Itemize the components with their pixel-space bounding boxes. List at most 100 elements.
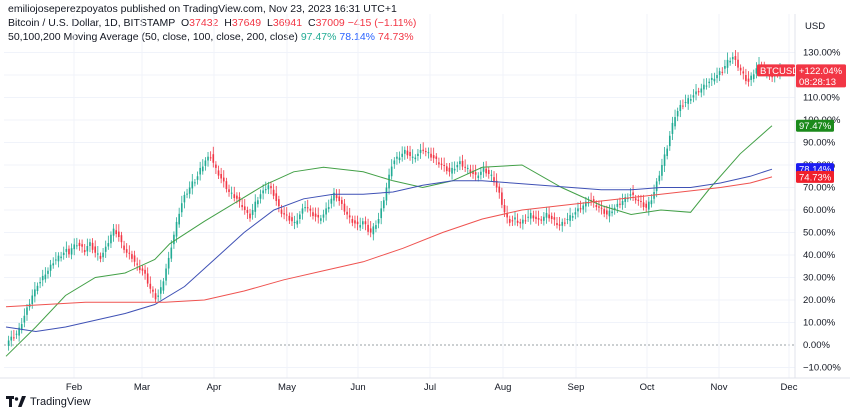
x-tick-label: Mar	[134, 382, 150, 393]
candle-body	[556, 223, 558, 226]
candle-body	[81, 244, 83, 247]
candle-body	[317, 214, 320, 218]
candle-body	[401, 153, 403, 157]
y-tick-label: 60.00%	[803, 205, 836, 216]
candle-body	[561, 221, 564, 226]
candle-body	[679, 104, 682, 111]
ma100-line	[5, 168, 773, 333]
candle-body	[380, 208, 383, 219]
candle-body	[438, 162, 440, 165]
candle-body	[278, 199, 280, 207]
ma50-value: 97.47%	[300, 31, 337, 43]
price-tags: BTCUSD +122.04%08:28:13 97.47% 78.14%74.73%	[757, 64, 846, 183]
candle-body	[750, 75, 752, 80]
x-tick-label: Jun	[350, 382, 365, 393]
candle-body	[154, 293, 157, 300]
candle-body	[254, 201, 257, 212]
candle-body	[288, 215, 291, 221]
high-label: H	[224, 17, 232, 29]
candle-body	[199, 167, 201, 175]
candle-body	[595, 205, 598, 208]
candle-body	[721, 71, 724, 73]
candle-body	[540, 219, 543, 221]
candle-body	[519, 222, 522, 224]
candle-body	[52, 263, 55, 266]
candle-body	[422, 149, 424, 151]
x-tick-label: Oct	[640, 382, 655, 393]
candle-body	[128, 252, 131, 254]
candle-body	[700, 88, 703, 93]
candle-body	[107, 243, 110, 247]
candle-body	[133, 255, 136, 262]
candle-body	[144, 269, 146, 274]
candle-body	[608, 210, 611, 217]
ma100-tag-label: 78.14%	[799, 165, 832, 176]
candle-body	[165, 268, 167, 281]
candle-body	[592, 199, 595, 202]
candle-body	[283, 213, 285, 215]
candle-body	[236, 195, 238, 199]
candle-body	[180, 203, 183, 213]
candle-body	[739, 67, 742, 71]
candle-body	[201, 166, 204, 172]
candle-body	[432, 155, 435, 159]
candle-body	[369, 228, 372, 233]
candle-body	[705, 85, 708, 87]
candle-body	[755, 68, 758, 74]
candle-body	[220, 174, 222, 179]
candle-body	[642, 202, 645, 208]
ma50-tag-label: 97.47%	[799, 121, 832, 132]
y-tick-label: 40.00%	[803, 250, 836, 261]
candle-body	[280, 209, 283, 214]
candle-body	[655, 181, 658, 192]
candle-body	[41, 275, 44, 281]
candle-body	[20, 324, 23, 331]
candle-body	[661, 165, 663, 176]
symbol-tag	[757, 64, 795, 77]
candle-body	[325, 208, 327, 215]
candle-body	[461, 160, 464, 167]
candle-body	[141, 268, 144, 271]
candle-body	[508, 219, 511, 223]
candle-body	[598, 206, 600, 208]
candle-body	[44, 274, 47, 280]
candle-body	[648, 201, 650, 210]
candle-body	[419, 149, 422, 153]
y-tick-label: 130.00%	[803, 48, 841, 59]
candle-body	[564, 222, 566, 224]
x-axis[interactable]: Feb Mar Apr May Jun Jul Aug Sep Oct Nov Dec	[0, 377, 850, 393]
candle-body	[304, 207, 306, 209]
candle-body	[338, 196, 341, 201]
candle-body	[291, 217, 293, 222]
candle-body	[414, 157, 417, 160]
candle-body	[377, 219, 380, 224]
candle-body	[527, 216, 529, 218]
candle-body	[393, 160, 396, 165]
candle-body	[427, 152, 430, 154]
close-value: 37009	[315, 17, 345, 29]
candle-body	[579, 208, 582, 210]
candle-body	[322, 214, 325, 218]
ma-title: 50,100,200 Moving Average (50, close, 10…	[8, 31, 298, 43]
candle-body	[222, 177, 225, 182]
candle-body	[73, 244, 76, 250]
ma200-tag-label: 74.73%	[799, 172, 832, 183]
candle-body	[742, 71, 745, 74]
change-value: −415 (−1.11%)	[347, 17, 417, 29]
x-tick-label: Aug	[495, 382, 512, 393]
candle-body	[102, 252, 104, 258]
candle-body	[354, 220, 356, 224]
candle-body	[676, 111, 679, 117]
candle-body	[403, 149, 406, 154]
candle-body	[495, 180, 498, 188]
candle-body	[299, 214, 301, 219]
x-tick-label: May	[278, 382, 296, 393]
candle-body	[10, 336, 13, 341]
candle-body	[99, 255, 102, 259]
candle-body	[320, 218, 322, 221]
currency-label: USD	[805, 21, 825, 32]
candle-body	[569, 215, 571, 221]
candle-body	[55, 259, 57, 261]
candle-body	[243, 206, 246, 210]
